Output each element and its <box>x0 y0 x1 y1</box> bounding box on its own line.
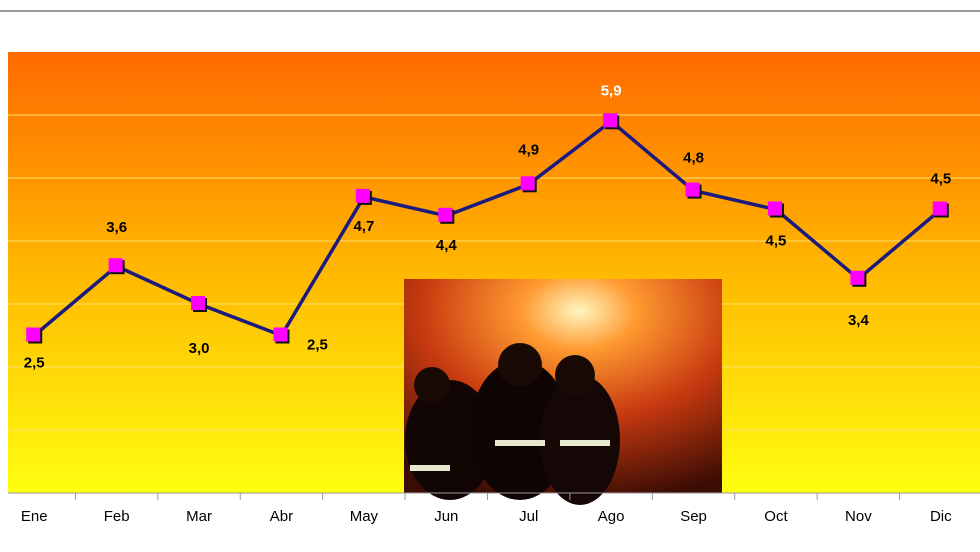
x-tick-label: Ene <box>21 508 48 525</box>
marker <box>767 201 782 216</box>
marker <box>520 176 535 191</box>
x-tick-label: Ago <box>598 508 625 525</box>
data-label: 2,5 <box>307 336 328 353</box>
photo <box>404 279 722 505</box>
data-label: 3,6 <box>106 219 127 236</box>
x-tick-label: Jul <box>519 508 538 525</box>
data-label: 4,5 <box>766 232 787 249</box>
x-tick-label: Mar <box>186 508 212 525</box>
data-label: 3,4 <box>848 312 870 329</box>
marker <box>603 113 618 128</box>
x-tick-label: Sep <box>680 508 707 525</box>
data-label: 4,9 <box>518 141 539 158</box>
marker <box>850 270 865 285</box>
x-tick-label: Dic <box>930 508 952 525</box>
x-tick-label: Feb <box>104 508 130 525</box>
marker <box>932 201 947 216</box>
x-tick-label: Abr <box>270 508 293 525</box>
data-label: 4,4 <box>436 237 458 254</box>
marker <box>438 207 453 222</box>
marker <box>26 327 41 342</box>
marker <box>355 188 370 203</box>
data-label: 4,5 <box>930 170 951 187</box>
marker <box>108 258 123 273</box>
marker <box>685 182 700 197</box>
series-line <box>33 119 942 338</box>
marker <box>273 327 288 342</box>
x-tick-label: Oct <box>764 508 788 525</box>
data-label: 4,8 <box>683 150 704 167</box>
marker <box>191 296 206 310</box>
data-label: 3,0 <box>189 340 210 357</box>
x-tick-label: May <box>350 508 379 525</box>
x-tick-label: Jun <box>434 508 458 525</box>
data-label: 5,9 <box>601 82 622 99</box>
data-label: 2,5 <box>24 354 45 371</box>
x-tick-label: Nov <box>845 508 872 525</box>
data-label: 4,7 <box>353 218 374 235</box>
